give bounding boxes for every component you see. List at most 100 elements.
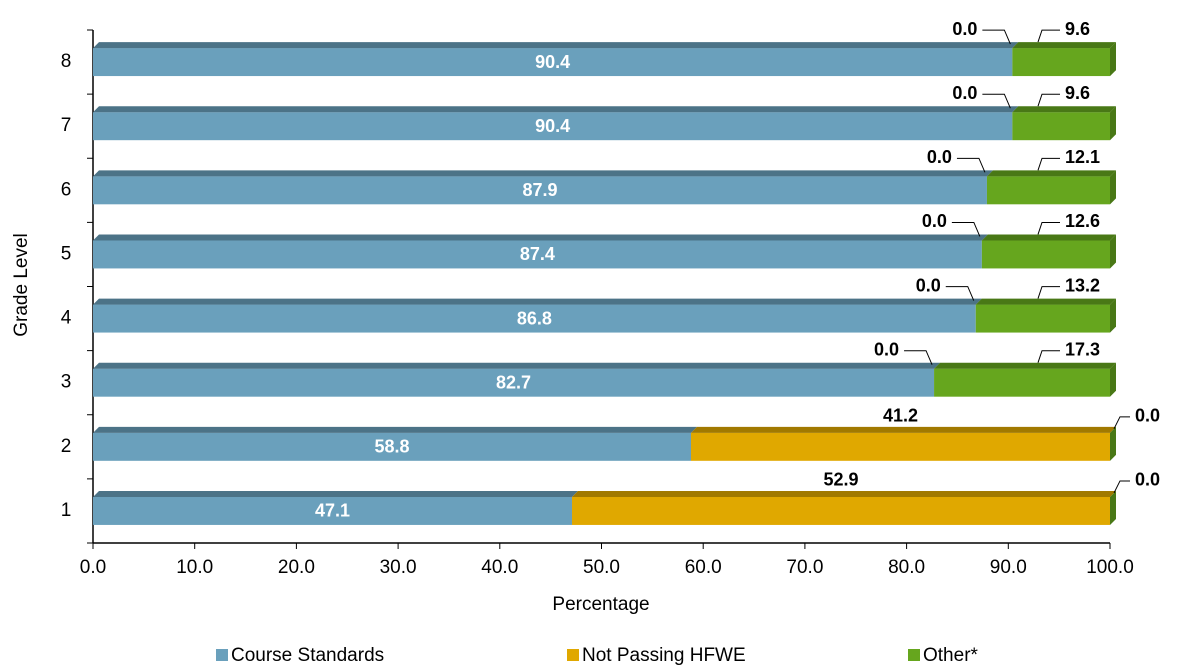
legend-swatch [216, 649, 228, 661]
leader-line [1113, 416, 1130, 430]
leader-line [1037, 221, 1060, 235]
bar-top [1012, 42, 1116, 49]
data-label: 87.9 [522, 180, 557, 200]
bar-side [1110, 234, 1116, 269]
bar-side [1110, 170, 1116, 205]
data-label: 12.1 [1065, 147, 1100, 167]
legend-label: Other* [923, 645, 979, 666]
bar-segment [93, 48, 1013, 77]
leader-line [945, 286, 975, 301]
bar-top [572, 490, 1116, 497]
bar-side [1110, 106, 1116, 141]
bar-segment [93, 240, 982, 269]
leader-line [1037, 93, 1060, 107]
leader-line [956, 157, 986, 173]
bar-segment [1012, 48, 1110, 77]
bar-top [93, 234, 988, 241]
bar-segment [93, 112, 1013, 141]
data-label: 0.0 [927, 147, 952, 167]
leader-line [982, 93, 1011, 109]
data-label: 52.9 [823, 470, 858, 490]
data-label: 0.0 [1135, 470, 1160, 490]
data-label: 0.0 [922, 211, 947, 231]
bar-segment [986, 176, 1110, 205]
data-label: 0.0 [1135, 406, 1160, 426]
bar-top [93, 362, 941, 369]
bar-top [93, 106, 1019, 113]
bar-segment [1012, 112, 1110, 141]
y-tick-label: 1 [61, 500, 72, 521]
x-tick-label: 70.0 [786, 557, 823, 578]
legend-label: Not Passing HFWE [582, 645, 746, 666]
data-label: 0.0 [952, 83, 977, 103]
data-label: 0.0 [952, 19, 977, 39]
bar-top [93, 170, 993, 177]
leader-line [1037, 350, 1060, 363]
legend-swatch [908, 649, 920, 661]
bar-segment [93, 368, 935, 397]
bar-segment [981, 240, 1110, 269]
bar-segment [93, 432, 691, 461]
bar-side [1110, 298, 1116, 333]
x-tick-label: 100.0 [1086, 557, 1134, 578]
bar-side [1110, 362, 1116, 397]
bar-segment [93, 304, 976, 333]
x-tick-label: 90.0 [990, 557, 1027, 578]
data-label: 17.3 [1065, 339, 1100, 359]
x-tick-label: 50.0 [583, 557, 620, 578]
leader-line [951, 221, 981, 237]
leader-line [982, 29, 1011, 45]
bar-top [986, 170, 1116, 177]
x-tick-label: 40.0 [481, 557, 518, 578]
x-tick-label: 20.0 [278, 557, 315, 578]
data-label: 90.4 [535, 116, 570, 136]
y-tick-label: 7 [61, 115, 72, 136]
data-label: 9.6 [1065, 19, 1090, 39]
y-tick-label: 3 [61, 372, 72, 393]
x-tick-label: 30.0 [380, 557, 417, 578]
bar-segment [93, 176, 987, 205]
x-tick-label: 10.0 [176, 557, 213, 578]
data-label: 58.8 [374, 437, 409, 457]
bar-segment [690, 432, 1110, 461]
bar-top [1012, 106, 1116, 113]
y-tick-label: 5 [61, 243, 72, 264]
bar-top [93, 490, 579, 497]
data-label: 86.8 [517, 308, 552, 328]
y-axis-label: Grade Level [11, 233, 32, 337]
data-label: 87.4 [520, 244, 555, 264]
y-tick-label: 8 [61, 51, 72, 72]
data-label: 0.0 [874, 339, 899, 359]
data-label: 82.7 [496, 372, 531, 392]
bar-top [93, 426, 697, 433]
data-label: 12.6 [1065, 211, 1100, 231]
data-label: 0.0 [916, 275, 941, 295]
bar-segment [975, 304, 1110, 333]
bar-side [1110, 490, 1116, 525]
data-label: 41.2 [883, 406, 918, 426]
bar-top [934, 362, 1116, 369]
leader-line [1037, 29, 1060, 43]
bar-side [1110, 42, 1116, 77]
data-label: 90.4 [535, 52, 570, 72]
x-axis-label: Percentage [552, 594, 649, 615]
y-tick-label: 4 [61, 308, 72, 329]
legend-label: Course Standards [231, 645, 384, 666]
x-tick-label: 60.0 [685, 557, 722, 578]
data-label: 13.2 [1065, 275, 1100, 295]
bar-side [1110, 426, 1116, 461]
bar-top [981, 234, 1116, 241]
leader-line [1113, 480, 1130, 494]
leader-line [1037, 157, 1060, 171]
bar-top [690, 426, 1116, 433]
bar-top [975, 298, 1116, 305]
x-tick-label: 0.0 [80, 557, 106, 578]
bar-segment [572, 496, 1110, 525]
leader-line [1037, 286, 1060, 299]
data-label: 47.1 [315, 501, 350, 521]
bar-segment [93, 496, 573, 525]
data-label: 9.6 [1065, 83, 1090, 103]
y-tick-label: 6 [61, 179, 72, 200]
